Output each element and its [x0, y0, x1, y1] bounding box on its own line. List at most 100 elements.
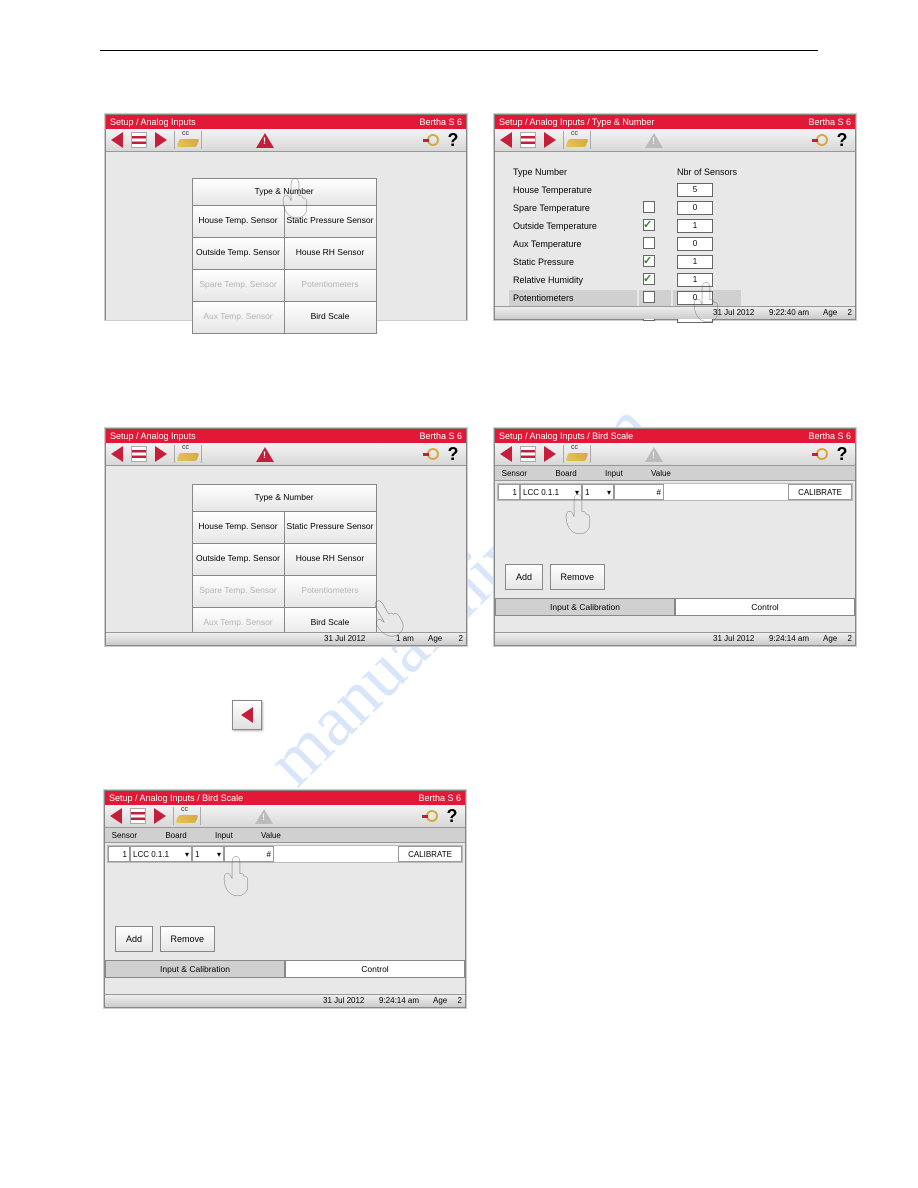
back-button-standalone[interactable]	[232, 700, 262, 730]
sensor-count-field[interactable]: 1	[677, 255, 713, 269]
sensor-number-field[interactable]: 1	[108, 846, 130, 862]
title-left: Setup / Analog Inputs / Bird Scale	[109, 793, 243, 803]
nav-list-button[interactable]	[128, 130, 150, 150]
key-button[interactable]	[809, 444, 831, 464]
board-select[interactable]: LCC 0.1.1▾	[130, 846, 192, 862]
warning-icon	[645, 447, 663, 462]
panel-type-number: Setup / Analog Inputs / Type & Number Be…	[494, 114, 856, 320]
alert-button[interactable]	[254, 130, 276, 150]
sensor-count-field[interactable]: 0	[677, 237, 713, 251]
nav-list-button[interactable]	[127, 806, 149, 826]
col-value: Value	[257, 831, 315, 840]
sensor-checkbox[interactable]	[643, 273, 655, 285]
separator	[201, 445, 202, 463]
sensor-checkbox[interactable]	[643, 291, 655, 303]
statusbar: 31 Jul 2012 9:24:14 am Age 2	[495, 632, 855, 645]
nav-forward-button[interactable]	[150, 130, 172, 150]
toolbar: ?	[106, 129, 466, 152]
board-select[interactable]: LCC 0.1.1▾	[520, 484, 582, 500]
sensor-checkbox[interactable]	[643, 219, 655, 231]
key-button[interactable]	[809, 130, 831, 150]
nav-list-button[interactable]	[517, 444, 539, 464]
key-button[interactable]	[420, 444, 442, 464]
alert-button[interactable]	[643, 444, 665, 464]
nav-list-button[interactable]	[128, 444, 150, 464]
static-pressure-sensor-button[interactable]: Static Pressure Sensor	[284, 205, 377, 238]
nav-forward-button[interactable]	[150, 444, 172, 464]
outside-temp-sensor-button[interactable]: Outside Temp. Sensor	[192, 237, 285, 270]
sensor-checkbox[interactable]	[643, 201, 655, 213]
outside-temp-sensor-button[interactable]: Outside Temp. Sensor	[192, 543, 285, 576]
key-button[interactable]	[420, 130, 442, 150]
sensor-checkbox[interactable]	[643, 255, 655, 267]
status-age-label: Age	[428, 633, 442, 645]
add-button[interactable]: Add	[115, 926, 153, 952]
help-button[interactable]: ?	[442, 444, 464, 464]
house-temp-sensor-button[interactable]: House Temp. Sensor	[192, 511, 285, 544]
remove-button[interactable]: Remove	[160, 926, 216, 952]
sensor-label: Aux Temperature	[509, 236, 637, 252]
sensor-count-field[interactable]: 0	[677, 291, 713, 305]
grid-header: Sensor Board Input Value	[495, 466, 855, 481]
cc-button[interactable]	[177, 130, 199, 150]
cc-button[interactable]	[566, 444, 588, 464]
grid-row: 1 LCC 0.1.1▾ 1▾ # CALIBRATE	[107, 845, 463, 863]
house-temp-sensor-button[interactable]: House Temp. Sensor	[192, 205, 285, 238]
sensor-checkbox[interactable]	[643, 237, 655, 249]
tab-input-calibration[interactable]: Input & Calibration	[105, 960, 285, 978]
back-icon	[111, 446, 123, 462]
alert-button[interactable]	[643, 130, 665, 150]
alert-button[interactable]	[254, 444, 276, 464]
title-left: Setup / Analog Inputs	[110, 431, 196, 441]
help-button[interactable]: ?	[831, 444, 853, 464]
sensor-number-field[interactable]: 1	[498, 484, 520, 500]
sensor-label: Outside Temperature	[509, 218, 637, 234]
nav-back-button[interactable]	[495, 130, 517, 150]
house-rh-sensor-button[interactable]: House RH Sensor	[284, 237, 377, 270]
type-number-button[interactable]: Type & Number	[192, 178, 377, 206]
key-icon	[812, 132, 828, 148]
back-icon	[500, 132, 512, 148]
col-input: Input	[601, 469, 647, 478]
add-button[interactable]: Add	[505, 564, 543, 590]
status-time: 1 am	[396, 633, 414, 645]
help-button[interactable]: ?	[831, 130, 853, 150]
nav-list-button[interactable]	[517, 130, 539, 150]
status-age-label: Age	[823, 633, 837, 645]
bird-scale-button[interactable]: Bird Scale	[284, 301, 377, 334]
house-rh-sensor-button[interactable]: House RH Sensor	[284, 543, 377, 576]
tab-control[interactable]: Control	[675, 598, 855, 616]
nav-forward-button[interactable]	[149, 806, 171, 826]
remove-button[interactable]: Remove	[550, 564, 606, 590]
help-button[interactable]: ?	[441, 806, 463, 826]
separator	[174, 131, 175, 149]
input-select[interactable]: 1▾	[192, 846, 224, 862]
nav-back-button[interactable]	[106, 444, 128, 464]
sensor-count-field[interactable]: 1	[677, 273, 713, 287]
sensor-count-field[interactable]: 0	[677, 201, 713, 215]
sensor-count-field[interactable]: 5	[677, 183, 713, 197]
calibrate-button[interactable]: CALIBRATE	[398, 846, 462, 862]
nav-back-button[interactable]	[105, 806, 127, 826]
alert-button[interactable]	[253, 806, 275, 826]
static-pressure-sensor-button[interactable]: Static Pressure Sensor	[284, 511, 377, 544]
col-type-header: Type Number	[509, 164, 637, 180]
calibrate-button[interactable]: CALIBRATE	[788, 484, 852, 500]
cc-button[interactable]	[176, 806, 198, 826]
cc-button[interactable]	[566, 130, 588, 150]
cc-button[interactable]	[177, 444, 199, 464]
sensor-row: Outside Temperature 1	[509, 218, 741, 234]
nav-back-button[interactable]	[106, 130, 128, 150]
nav-forward-button[interactable]	[539, 444, 561, 464]
potentiometers-button: Potentiometers	[284, 575, 377, 608]
key-button[interactable]	[419, 806, 441, 826]
help-button[interactable]: ?	[442, 130, 464, 150]
tab-input-calibration[interactable]: Input & Calibration	[495, 598, 675, 616]
type-number-button[interactable]: Type & Number	[192, 484, 377, 512]
sensor-type-table: Type NumberNbr of Sensors House Temperat…	[507, 162, 743, 326]
input-select[interactable]: 1▾	[582, 484, 614, 500]
nav-forward-button[interactable]	[539, 130, 561, 150]
sensor-count-field[interactable]: 1	[677, 219, 713, 233]
tab-control[interactable]: Control	[285, 960, 465, 978]
nav-back-button[interactable]	[495, 444, 517, 464]
